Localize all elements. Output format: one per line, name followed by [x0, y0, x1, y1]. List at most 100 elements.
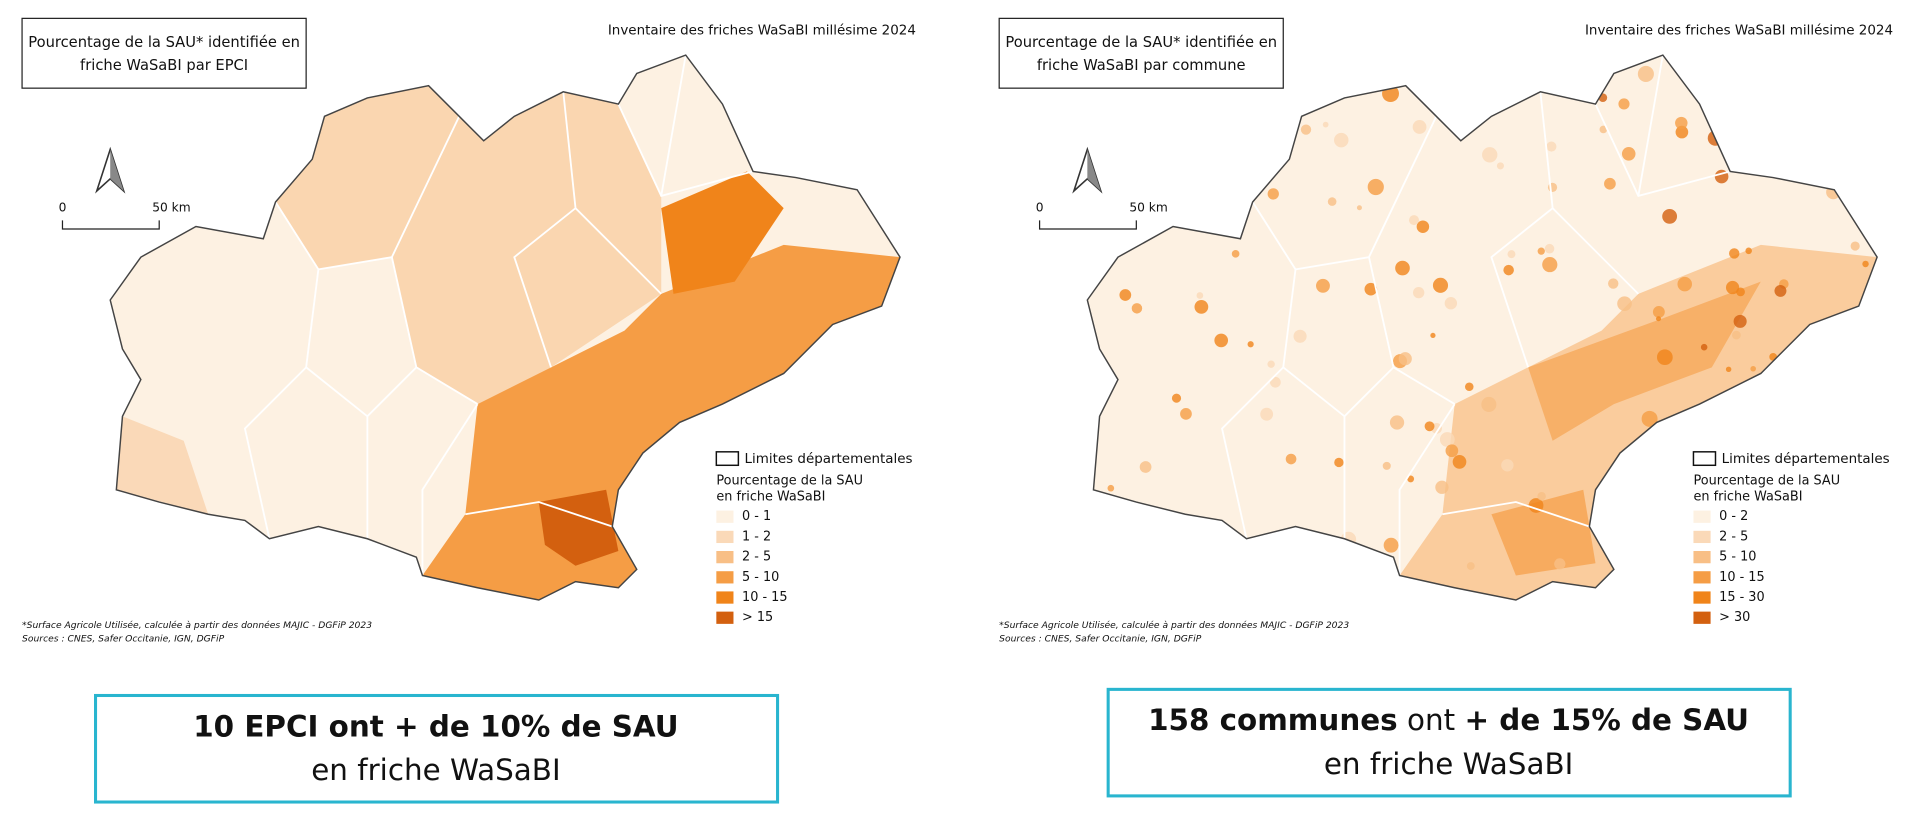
commune-patch [1139, 461, 1152, 473]
commune-patch [1416, 220, 1430, 233]
legend-boundary-swatch [715, 451, 740, 467]
commune-patch [1300, 124, 1312, 135]
commune-patch [1619, 542, 1629, 551]
legend-swatch [1693, 611, 1711, 624]
commune-patch [1180, 407, 1192, 420]
commune-patch [1340, 531, 1357, 548]
legend-label: 15 - 30 [1719, 590, 1764, 605]
callout-part: + de 15% de SAU [1464, 703, 1749, 737]
scale-bar [1038, 220, 1137, 230]
commune-patch [1675, 116, 1688, 130]
dept-boundary [1282, 269, 1395, 418]
commune-patch [1822, 432, 1833, 443]
commune-patch [1865, 481, 1871, 487]
commune-patch [1107, 484, 1115, 492]
commune-patch [1407, 475, 1415, 483]
dept-boundary [1221, 366, 1284, 539]
commune-patch [1382, 461, 1391, 470]
dept-boundary [243, 366, 307, 539]
legend-label: 0 - 2 [1719, 509, 1748, 524]
legend-label: 2 - 5 [742, 550, 771, 565]
legend-title: en friche WaSaBI [716, 490, 825, 505]
commune-patch [1764, 85, 1777, 98]
commune-patch [1678, 467, 1690, 478]
scale-bar [61, 220, 160, 230]
legend-label: > 15 [742, 610, 773, 625]
commune-patch [1744, 416, 1757, 430]
commune-patch [1383, 537, 1399, 553]
legend-swatch [716, 611, 734, 624]
north-arrow-half [1087, 149, 1101, 192]
dept-boundary [1637, 55, 1664, 197]
commune-patch [1693, 66, 1711, 84]
footnote: *Surface Agricole Utilisée, calculée à p… [999, 620, 1349, 631]
north-arrow-half [110, 149, 124, 192]
callout-line2: en friche WaSaBI [1324, 747, 1573, 781]
map-panel: Pourcentage de la SAU* identifiée en fric… [998, 17, 1893, 798]
commune-patch [1225, 162, 1240, 178]
commune-patch [1194, 299, 1209, 314]
legend-label: > 30 [1719, 610, 1750, 625]
commune-patch [1430, 332, 1436, 339]
legend-label: 5 - 10 [1719, 550, 1756, 565]
callout-box [94, 693, 780, 804]
commune-patch [1769, 353, 1778, 361]
commune-patch [1171, 393, 1182, 403]
commune-patch [1751, 399, 1768, 416]
commune-patch [1729, 248, 1740, 259]
commune-patch [1214, 333, 1229, 348]
commune-patch [1260, 407, 1274, 421]
title-box [21, 17, 307, 89]
commune-patch [1700, 343, 1708, 351]
commune-patch [1195, 179, 1210, 194]
commune-patch [1774, 284, 1787, 297]
commune-patch [1364, 282, 1378, 296]
commune-patch [1212, 196, 1223, 208]
commune-patch [1759, 130, 1768, 139]
footnote: *Surface Agricole Utilisée, calculée à p… [22, 620, 372, 631]
commune-patch [1850, 241, 1860, 251]
legend-swatch [716, 551, 734, 564]
commune-patch [1554, 558, 1566, 570]
region-mid [1528, 281, 1761, 441]
commune-patch [1334, 132, 1349, 148]
commune-patch [1725, 280, 1740, 295]
legend-swatch [1693, 551, 1711, 564]
commune-patch [1231, 250, 1240, 258]
commune-patch [1732, 330, 1741, 340]
map [1087, 55, 1878, 600]
commune-patch [1496, 162, 1504, 170]
commune-patch [1334, 457, 1344, 468]
legend-label: 2 - 5 [1719, 529, 1748, 544]
commune-patch [1398, 352, 1412, 366]
commune-patch [1733, 314, 1747, 328]
dept-boundary [562, 91, 662, 295]
legend-swatch [716, 591, 734, 604]
map-title: Pourcentage de la SAU* identifiée en [28, 34, 300, 51]
commune-patch [1604, 177, 1616, 190]
legend-swatch [716, 530, 734, 544]
dept-boundary [1398, 403, 1456, 576]
dept-boundary [660, 55, 687, 197]
map-title: friche WaSaBI par EPCI [80, 57, 248, 74]
dept-boundary [1490, 207, 1554, 368]
commune-patch [1750, 365, 1756, 372]
legend-title: Pourcentage de la SAU [716, 474, 863, 489]
dept-boundary [1251, 115, 1438, 271]
callout-line2: en friche WaSaBI [311, 753, 560, 787]
legend-title: Pourcentage de la SAU [1693, 474, 1840, 489]
commune-patch [1444, 57, 1455, 68]
commune-patch [1367, 178, 1384, 196]
region-outline [109, 54, 901, 601]
commune-patch [1165, 147, 1173, 155]
commune-patch [1439, 432, 1455, 447]
scale-end: 50 km [1129, 201, 1167, 215]
commune-patch [1851, 360, 1864, 373]
commune-patch [1322, 121, 1329, 128]
commune-patch [1671, 427, 1684, 441]
commune-patch [1862, 260, 1869, 268]
commune-patch [1637, 65, 1654, 82]
commune-patch [1604, 488, 1613, 497]
region-south [1491, 489, 1596, 576]
